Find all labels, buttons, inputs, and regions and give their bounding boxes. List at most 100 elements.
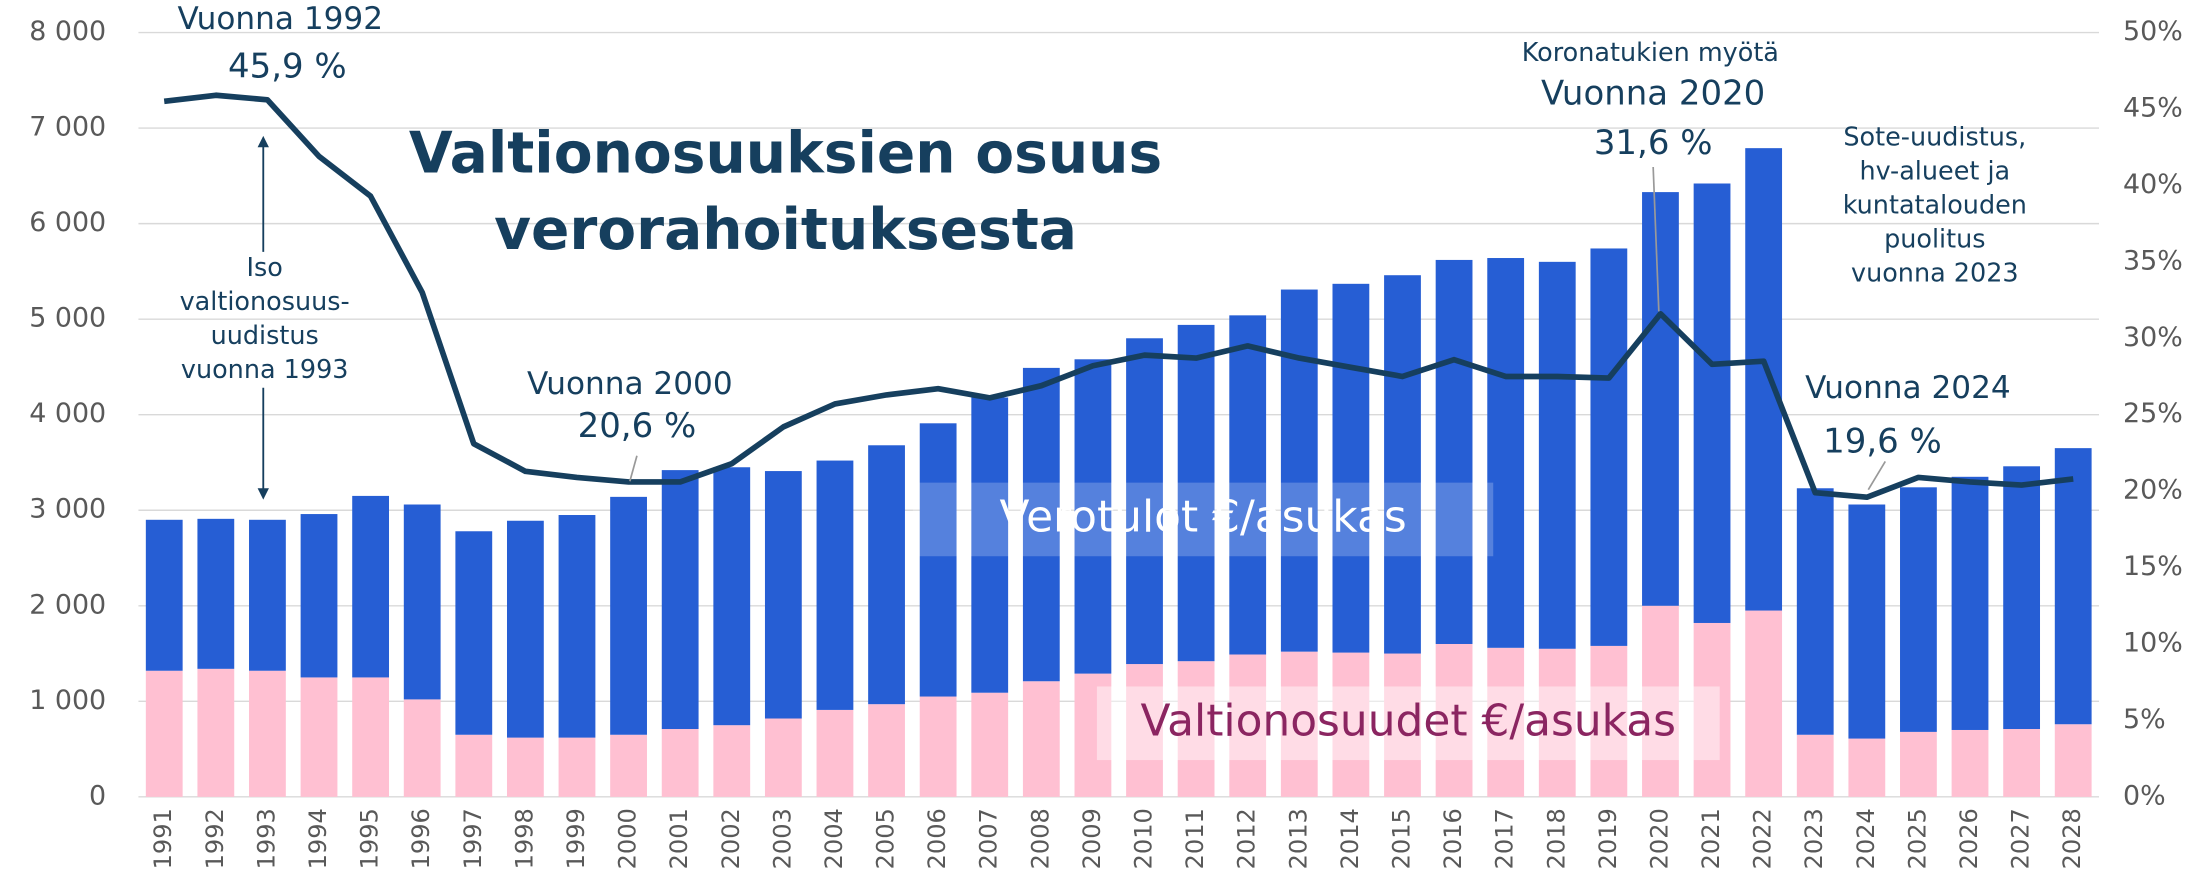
bar-segment: [1074, 359, 1112, 674]
bar-segment: [1590, 645, 1628, 797]
y2-tick-label: 10%: [2123, 627, 2183, 658]
bar-segment: [506, 520, 544, 738]
bar-segment: [868, 704, 905, 797]
bar-segment: [1693, 183, 1731, 623]
annotation: Vuonna 2000: [527, 366, 733, 402]
x-tick-label: 1997: [459, 808, 487, 869]
x-tick-label: 2006: [923, 808, 951, 869]
bar-segment: [1951, 476, 1989, 730]
bar-segment: [1229, 654, 1267, 797]
x-tick-label: 1992: [201, 808, 229, 869]
bar-segment: [971, 397, 1009, 693]
bars: [145, 148, 2092, 797]
bar-segment: [300, 514, 338, 678]
bar-segment: [1435, 643, 1473, 797]
y-tick-label: 5 000: [29, 303, 106, 334]
bar-segment: [403, 504, 441, 700]
data-label: 45,9 %: [228, 46, 347, 86]
y-tick-label: 8 000: [29, 16, 106, 47]
title-box: Valtionosuuksien osuus verorahoituksesta: [408, 121, 1163, 264]
x-tick-label: 2022: [1749, 808, 1777, 869]
bar-segment: [661, 470, 699, 730]
bar-segment: [403, 699, 441, 797]
y2-tick-label: 35%: [2123, 245, 2183, 276]
bar-segment: [300, 677, 338, 797]
bar-segment: [1848, 504, 1886, 739]
bar-segment: [1848, 738, 1886, 797]
bar-segment: [2054, 448, 2092, 725]
x-tick-label: 2001: [665, 808, 693, 869]
x-tick-label: 2000: [614, 808, 642, 869]
data-label: 31,6 %: [1594, 123, 1713, 163]
y-tick-label: 7 000: [29, 112, 106, 143]
leader-line: [1652, 166, 1660, 312]
arrow-head: [257, 135, 269, 148]
x-tick-label: 2005: [872, 808, 900, 869]
x-tick-label: 2017: [1491, 808, 1519, 869]
x-tick-label: 1991: [149, 808, 177, 869]
line: [163, 92, 2074, 501]
bar-segment: [352, 677, 390, 797]
y2-tick-label: 45%: [2123, 92, 2183, 123]
y-tick-label: 2 000: [29, 589, 106, 620]
leader-line: [1867, 460, 1887, 491]
bar-segment: [558, 737, 596, 797]
x-tick-label: 1994: [304, 808, 332, 869]
bar-segment: [610, 496, 647, 735]
bar-segment: [764, 471, 802, 719]
x-tick-label: 2011: [1181, 808, 1209, 869]
bar-segment: [1384, 275, 1421, 654]
x-tick-label: 1996: [407, 808, 435, 869]
chart-title: Valtionosuuksien osuus verorahoituksesta: [408, 121, 1163, 264]
bar-segment: [1280, 289, 1318, 652]
x-tick-label: 2021: [1697, 808, 1725, 869]
x-tick-label: 2020: [1645, 808, 1673, 869]
bar-segment: [2003, 466, 2041, 730]
legend-box: [1096, 686, 1720, 761]
bar-segment: [1538, 648, 1576, 797]
y2-tick-label: 20%: [2123, 475, 2183, 506]
annotation: vuonna 2023: [1851, 259, 2019, 289]
bar-segment: [2054, 724, 2092, 797]
bar-segment: [1590, 248, 1628, 646]
y2-tick-label: 50%: [2123, 16, 2183, 47]
y2-tick-label: 40%: [2123, 169, 2183, 200]
y2-tick-label: 15%: [2123, 551, 2183, 582]
bar-segment: [558, 515, 596, 738]
bar-segment: [919, 423, 957, 697]
x-tick-label: 2004: [820, 808, 848, 869]
x-tick-label: 2019: [1594, 808, 1622, 869]
bar-segment: [249, 519, 286, 671]
bar-segment: [455, 734, 493, 797]
bar-segment: [1796, 488, 1834, 735]
annotation: Sote-uudistus,: [1843, 123, 2026, 153]
bar-segment: [1332, 652, 1370, 797]
y2-tick-label: 0%: [2123, 780, 2166, 811]
bar-segment: [197, 668, 235, 797]
bar-segment: [1487, 647, 1525, 797]
x-tick-label: 2003: [768, 808, 796, 869]
legend-box: [912, 482, 1494, 557]
bar-segment: [1074, 673, 1112, 797]
bar-segment: [1435, 259, 1473, 644]
legend-label: Valtionosuudet €/asukas: [1141, 695, 1676, 746]
x-tick-label: 2012: [1233, 808, 1261, 869]
bar-segment: [1126, 664, 1163, 797]
bar-segment: [1693, 622, 1731, 797]
bar-segment: [1642, 605, 1679, 797]
bar-segment: [713, 467, 751, 726]
y-tick-label: 6 000: [29, 207, 106, 238]
bar-segment: [1538, 261, 1576, 649]
annotation: Vuonna 2020: [1541, 73, 1765, 113]
y-tick-label: 0: [89, 780, 106, 811]
x-tick-label: 1998: [510, 808, 538, 869]
data-label: 19,6 %: [1823, 422, 1942, 462]
x-tick-label: 2014: [1336, 808, 1364, 869]
y-tick-label: 4 000: [29, 398, 106, 429]
bar-segment: [1900, 487, 1937, 732]
y2-tick-label: 5%: [2123, 704, 2166, 735]
annotation: Vuonna 2024: [1805, 370, 2011, 406]
annotation: uudistus: [211, 321, 319, 351]
x-tick-label: 2010: [1130, 808, 1158, 869]
